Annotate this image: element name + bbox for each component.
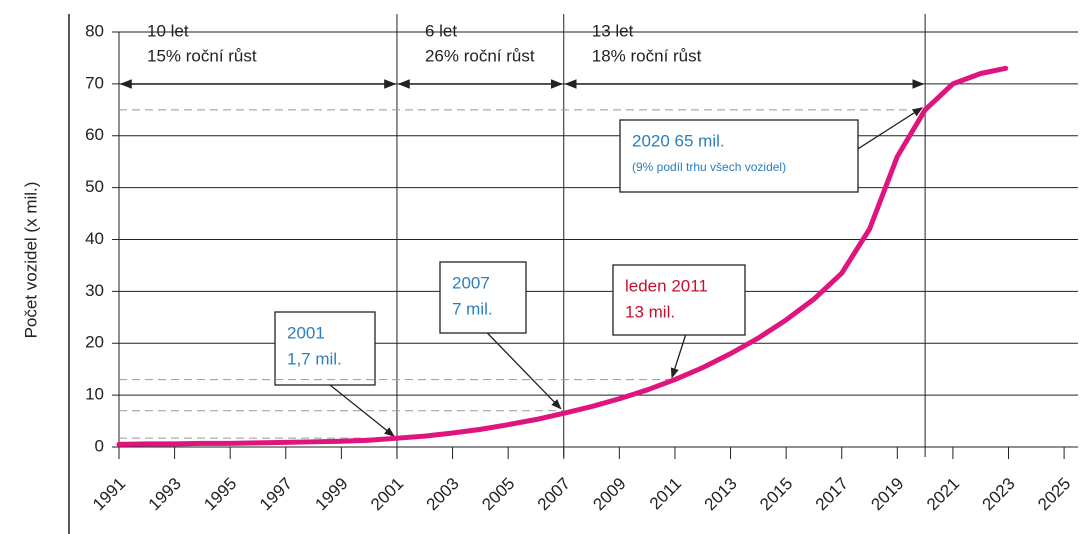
period-label: 15% roční růst xyxy=(147,46,257,65)
x-tick-label: 1991 xyxy=(89,474,129,514)
annotation-arrow xyxy=(857,107,923,150)
y-tick-label: 80 xyxy=(85,21,104,40)
period-label: 26% roční růst xyxy=(425,46,535,65)
x-tick-label: 2023 xyxy=(979,474,1019,514)
annotation-text: (9% podíl trhu všech vozidel) xyxy=(632,160,786,174)
x-tick-label: 2003 xyxy=(423,474,463,514)
period-label: 10 let xyxy=(147,21,189,40)
x-tick-label: 1995 xyxy=(200,474,240,514)
x-tick-label: 2017 xyxy=(812,474,852,514)
x-tick-label: 1993 xyxy=(145,474,185,514)
y-tick-label: 30 xyxy=(85,281,104,300)
period-label: 18% roční růst xyxy=(592,46,702,65)
x-tick-label: 2005 xyxy=(478,474,518,514)
y-tick-label: 40 xyxy=(85,229,104,248)
x-tick-label: 2019 xyxy=(867,474,907,514)
annotation-text: 7 mil. xyxy=(452,299,493,318)
annotation-box xyxy=(439,261,527,334)
annotation-box xyxy=(612,264,746,336)
x-tick-label: 2025 xyxy=(1034,474,1074,514)
x-tick-label: 1999 xyxy=(311,474,351,514)
annotation-text: 2020 65 mil. xyxy=(632,131,725,150)
annotation-text: leden 2011 xyxy=(625,276,708,295)
x-tick-label: 2009 xyxy=(589,474,629,514)
x-tick-label: 2015 xyxy=(756,474,796,514)
annotation-arrow xyxy=(486,332,562,410)
x-tick-label: 2021 xyxy=(923,474,963,514)
x-tick-label: 2013 xyxy=(701,474,741,514)
annotation-box xyxy=(274,311,376,386)
annotation-box xyxy=(619,119,859,193)
x-tick-label: 1997 xyxy=(256,474,296,514)
y-tick-label: 10 xyxy=(85,385,104,404)
y-tick-label: 70 xyxy=(85,73,104,92)
x-tick-label: 2007 xyxy=(534,474,574,514)
annotation-arrow xyxy=(670,334,687,379)
annotation-arrow xyxy=(329,384,395,437)
period-label: 6 let xyxy=(425,21,457,40)
x-tick-label: 2001 xyxy=(367,474,407,514)
annotation-text: 2007 xyxy=(452,273,490,292)
x-tick-label: 2011 xyxy=(646,474,685,513)
y-tick-label: 60 xyxy=(85,125,104,144)
annotation-text: 2001 xyxy=(287,323,325,342)
y-tick-label: 50 xyxy=(85,177,104,196)
period-label: 13 let xyxy=(592,21,634,40)
y-tick-label: 20 xyxy=(85,333,104,352)
annotation-text: 1,7 mil. xyxy=(287,349,342,368)
annotation-text: 13 mil. xyxy=(625,302,675,321)
y-axis-label: Počet vozidel (x mil.) xyxy=(21,182,40,339)
data-line xyxy=(116,65,1009,447)
y-tick-label: 0 xyxy=(95,436,104,455)
